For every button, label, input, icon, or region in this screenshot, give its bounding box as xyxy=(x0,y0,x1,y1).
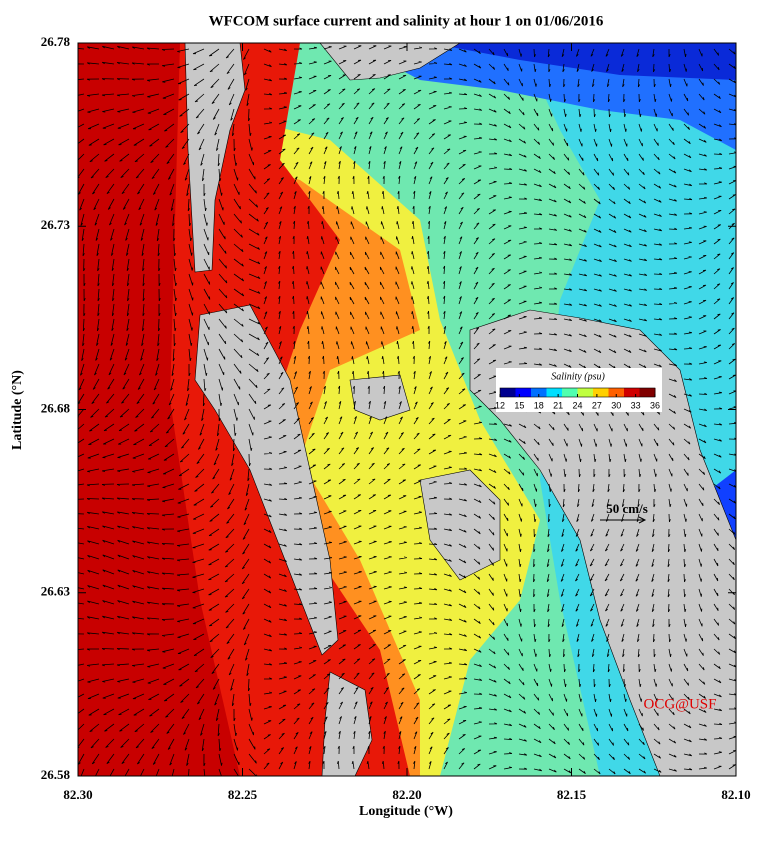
y-tick-label: 26.63 xyxy=(41,584,71,599)
colorbar-swatch xyxy=(624,388,640,397)
colorbar-tick-label: 30 xyxy=(611,400,621,410)
colorbar-swatch xyxy=(639,388,656,397)
colorbar-tick-label: 21 xyxy=(553,400,563,410)
y-tick-label: 26.73 xyxy=(41,217,71,232)
colorbar-tick-label: 12 xyxy=(495,400,505,410)
colorbar-swatch xyxy=(531,388,547,397)
colorbar-swatch xyxy=(500,388,516,397)
colorbar-swatch xyxy=(562,388,578,397)
colorbar-tick-label: 33 xyxy=(631,400,641,410)
scale-arrow-head xyxy=(638,516,647,524)
colorbar-tick-label: 24 xyxy=(572,400,582,410)
x-tick-label: 82.20 xyxy=(392,787,421,802)
colorbar-tick-label: 27 xyxy=(592,400,602,410)
colorbar-swatch xyxy=(546,388,563,397)
colorbar-swatch xyxy=(515,388,532,397)
credit: OCG@USF xyxy=(643,696,716,712)
colorbar-swatch xyxy=(593,388,609,397)
scale-label: 50 cm/s xyxy=(606,501,648,516)
map-title: WFCOM surface current and salinity at ho… xyxy=(209,13,604,29)
y-tick-label: 26.68 xyxy=(41,400,71,415)
x-axis-label: Longitude (°W) xyxy=(359,804,453,819)
colorbar: Salinity (psu) 12 15 18 21 24 27 30 33 36 xyxy=(495,368,662,412)
colorbar-tick-label: 36 xyxy=(650,400,660,410)
y-axis-label: Latitude (°N) xyxy=(10,370,25,450)
colorbar-swatch xyxy=(608,388,625,397)
x-tick-label: 82.10 xyxy=(721,787,750,802)
x-tick-label: 82.15 xyxy=(557,787,587,802)
x-tick-label: 82.30 xyxy=(63,787,92,802)
x-tick-label: 82.25 xyxy=(228,787,258,802)
y-tick-label: 26.58 xyxy=(41,767,71,782)
colorbar-tick-label: 18 xyxy=(534,400,544,410)
colorbar-swatch xyxy=(577,388,594,397)
field-darkblue xyxy=(430,43,736,80)
colorbar-title: Salinity (psu) xyxy=(551,371,605,382)
colorbar-tick-label: 15 xyxy=(514,400,524,410)
y-tick-label: 26.78 xyxy=(41,34,71,49)
